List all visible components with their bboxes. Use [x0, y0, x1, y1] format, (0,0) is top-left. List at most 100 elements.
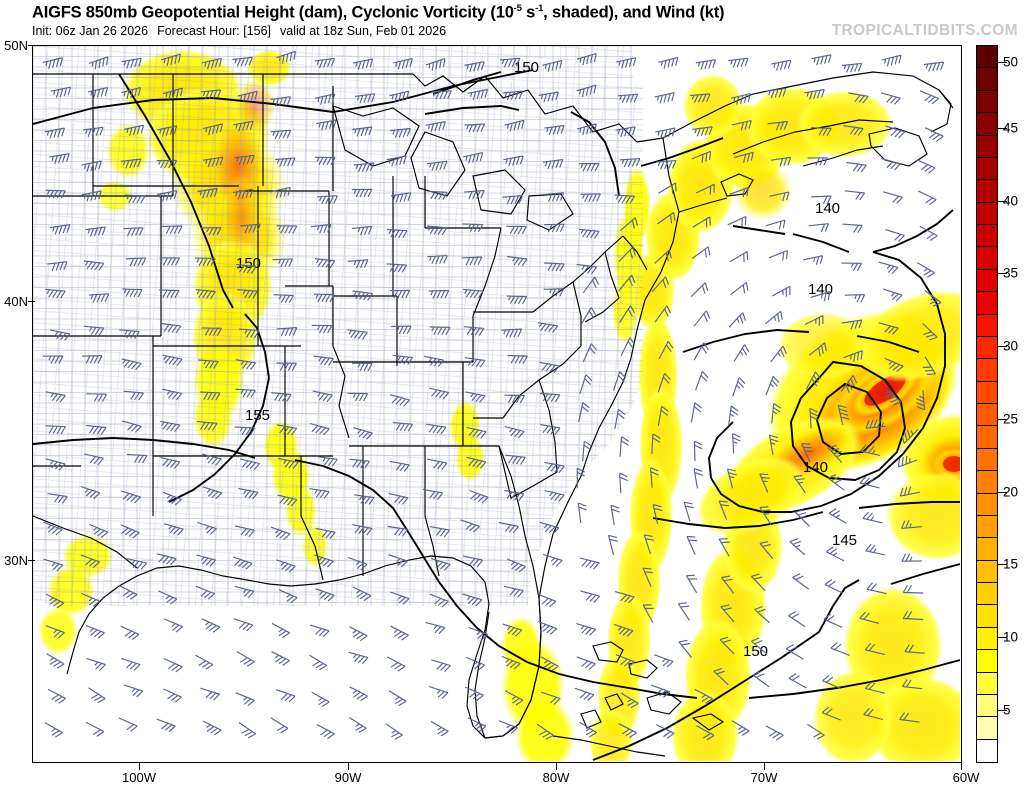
wind-barb — [620, 337, 636, 357]
wind-barb — [654, 305, 672, 323]
wind-barb — [576, 263, 597, 275]
wind-barb — [201, 618, 221, 633]
wind-barb — [238, 722, 257, 739]
wind-barb — [765, 375, 780, 396]
wind-barb — [899, 486, 921, 497]
wind-barb — [465, 357, 486, 368]
wind-barb — [123, 390, 144, 401]
colorbar-tick-label: 40 — [1003, 193, 1019, 209]
wind-barb — [427, 190, 448, 200]
wind-barb — [460, 519, 480, 533]
wind-barb — [428, 289, 450, 299]
wind-barb — [916, 262, 935, 278]
wind-barb — [431, 90, 452, 100]
wind-barb — [540, 656, 559, 672]
wind-barb — [683, 501, 694, 522]
wind-barb — [618, 246, 636, 263]
wind-barb — [237, 289, 258, 299]
colorbar-segment — [977, 269, 997, 293]
wind-barb — [276, 362, 297, 371]
colorbar-segment — [977, 359, 997, 382]
wind-barb — [607, 534, 618, 555]
wind-barb — [309, 422, 330, 436]
wind-barb — [759, 541, 774, 559]
wind-barb — [502, 623, 523, 637]
wind-barb — [657, 373, 671, 393]
wind-barb — [353, 427, 373, 440]
wind-barb — [574, 687, 595, 702]
wind-barb — [811, 54, 832, 66]
wind-barb — [686, 535, 698, 555]
wind-barb — [163, 618, 183, 633]
wind-barb — [617, 93, 639, 104]
wind-barb — [822, 674, 842, 690]
wind-barb — [695, 371, 709, 391]
wind-barb — [275, 689, 296, 703]
wind-barb — [47, 493, 68, 504]
wind-barb — [759, 506, 772, 525]
wind-barb — [542, 59, 563, 72]
wind-barb — [658, 182, 677, 194]
wind-barb — [544, 461, 565, 474]
wind-barb — [49, 153, 70, 164]
wind-barb — [718, 500, 730, 520]
height-contours — [33, 69, 960, 761]
wind-barb — [768, 249, 789, 261]
wind-barb — [430, 720, 449, 737]
wind-barb — [579, 721, 597, 738]
vorticity-colorbar[interactable] — [976, 45, 998, 763]
wind-barb — [678, 639, 692, 658]
colorbar-segment — [977, 583, 997, 606]
wind-barb — [311, 691, 330, 707]
wind-barb — [655, 724, 675, 739]
wind-barb — [729, 187, 749, 198]
wind-barb — [507, 355, 528, 364]
wind-barb — [499, 57, 521, 68]
contour-label: 140 — [803, 459, 828, 476]
wind-barb — [349, 626, 368, 642]
wind-barb — [805, 371, 821, 390]
wind-barb — [348, 556, 368, 571]
lon-label-90w: 90W — [334, 770, 362, 785]
wind-barb — [732, 377, 746, 397]
wind-barb — [126, 558, 148, 570]
wind-barb — [693, 342, 709, 361]
wind-barb — [719, 636, 735, 655]
wind-barb — [882, 288, 903, 302]
wind-barb — [352, 290, 373, 301]
wind-barb — [81, 160, 102, 172]
wind-barb — [505, 454, 526, 465]
wind-barb — [81, 190, 102, 202]
wind-barb — [539, 392, 561, 403]
wind-barb — [123, 684, 144, 698]
wind-barb — [536, 723, 554, 740]
colorbar-segment — [977, 336, 997, 360]
wind-barb — [544, 124, 565, 136]
wind-barb — [841, 262, 863, 272]
lon-tick-100w — [139, 763, 141, 770]
wind-barb — [348, 651, 369, 665]
wind-barb — [865, 418, 886, 429]
wind-barb — [163, 523, 184, 536]
wind-barb — [198, 359, 219, 369]
forecast-hour-label: Forecast Hour: [156] — [157, 24, 272, 38]
wind-barb — [643, 534, 655, 555]
contour-label: 140 — [808, 281, 833, 298]
contour-label: 150 — [514, 59, 539, 76]
wind-barb — [349, 458, 370, 469]
wind-barb — [464, 189, 485, 200]
wind-barb — [809, 407, 819, 429]
wind-barb — [731, 720, 750, 736]
wind-barb — [642, 567, 654, 587]
wind-barb — [387, 525, 409, 537]
wind-barb — [313, 293, 335, 303]
wind-barb — [919, 225, 938, 241]
wind-barb — [271, 392, 292, 402]
map-canvas[interactable]: 150 150 155 140 140 140 145 150 — [32, 45, 962, 763]
wind-barb — [202, 486, 223, 500]
wind-barb — [807, 723, 825, 740]
wind-barb — [233, 618, 254, 632]
wind-barb — [542, 159, 564, 170]
wind-barb — [654, 92, 675, 104]
